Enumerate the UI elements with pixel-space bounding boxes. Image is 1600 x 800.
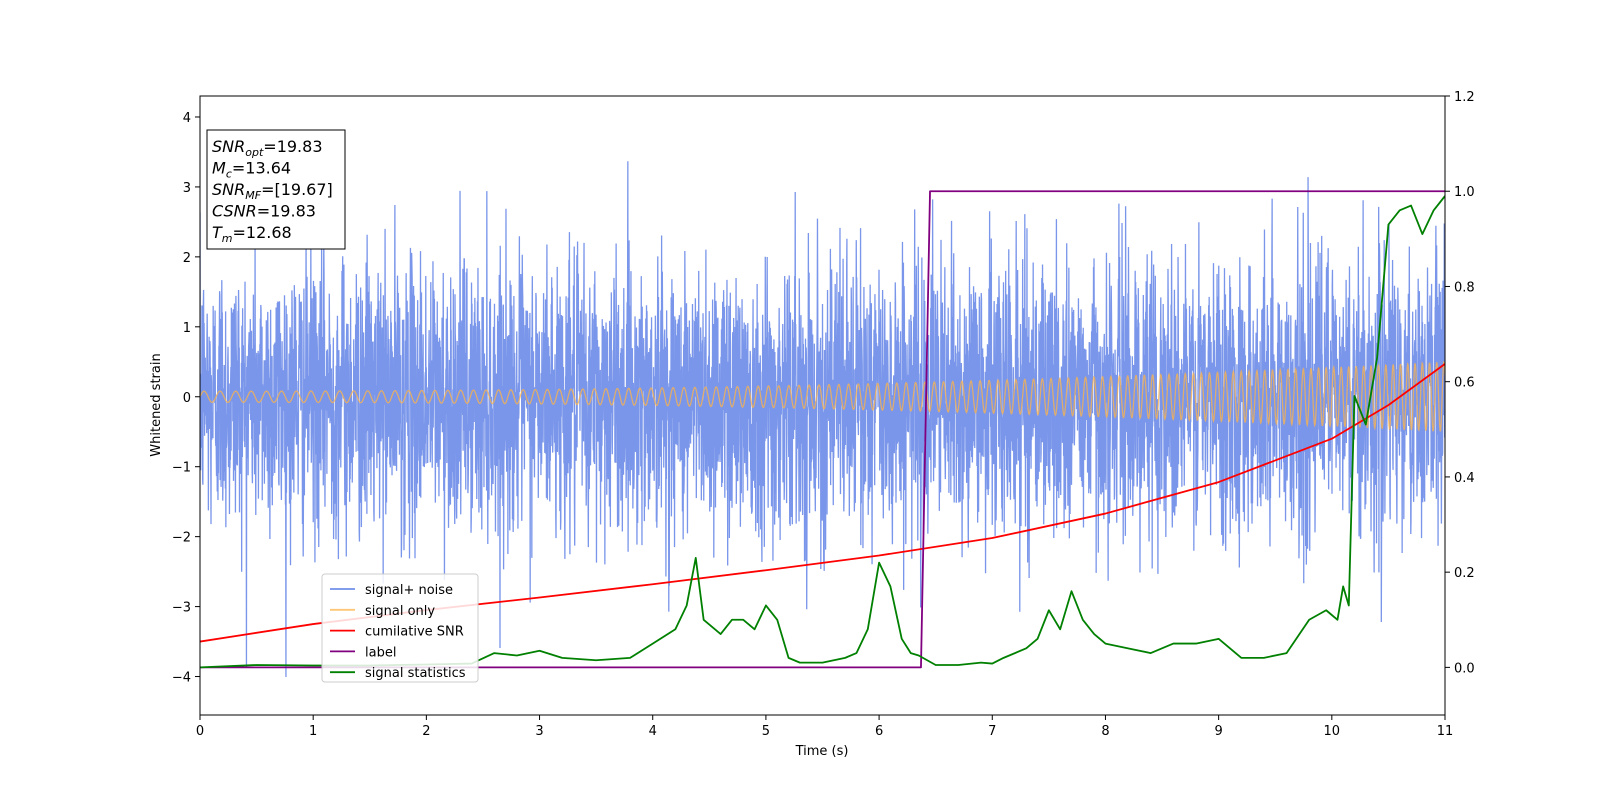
signal-statistics-series xyxy=(200,195,1445,669)
x-tick: 3 xyxy=(535,715,544,739)
y-axis-right: 0.0 0.2 0.4 0.6 0.8 1.0 1.2 xyxy=(1445,90,1475,676)
y-tick-right-label: 0.0 xyxy=(1454,661,1475,676)
y-axis-left: −4 −3 −2 −1 0 1 2 3 4 xyxy=(172,111,200,686)
legend-label: cumilative SNR xyxy=(365,625,464,640)
signal-statistics-line xyxy=(200,195,1445,669)
y-tick-left-label: 0 xyxy=(183,391,191,406)
signal-plus-noise-line xyxy=(200,161,1445,678)
x-tick: 10 xyxy=(1324,715,1341,739)
y-tick-right: 1.0 xyxy=(1445,185,1475,200)
signal-only-line xyxy=(200,360,1445,432)
y-tick-left-label: 2 xyxy=(183,251,191,266)
y-tick-right-label: 0.2 xyxy=(1454,566,1475,581)
legend-label: signal only xyxy=(365,604,435,619)
x-tick: 2 xyxy=(422,715,431,739)
legend-label: signal statistics xyxy=(365,666,466,681)
y-tick-left-label: 3 xyxy=(183,181,191,196)
x-tick-label: 1 xyxy=(309,724,317,739)
legend-label: signal+ noise xyxy=(365,583,453,598)
x-tick: 4 xyxy=(649,715,657,739)
legend-item: label xyxy=(330,645,396,660)
y-tick-right: 0.8 xyxy=(1445,280,1475,295)
x-tick: 11 xyxy=(1437,715,1454,739)
x-tick: 0 xyxy=(196,715,204,739)
legend-item: signal+ noise xyxy=(330,583,453,598)
x-tick-label: 0 xyxy=(196,724,204,739)
y-tick-right-label: 0.4 xyxy=(1454,471,1475,486)
info-box-line: SNRMF=[19.67] xyxy=(212,180,333,202)
legend-label: label xyxy=(365,645,396,660)
y-tick-left-label: −2 xyxy=(172,531,191,546)
y-tick-left: 0 xyxy=(183,391,200,406)
y-tick-left-label: 4 xyxy=(183,111,191,126)
x-tick: 7 xyxy=(988,715,996,739)
x-tick-label: 11 xyxy=(1437,724,1454,739)
legend: signal+ noise signal only cumilative SNR la… xyxy=(321,573,479,683)
y-tick-left: −3 xyxy=(172,601,200,616)
x-tick-label: 5 xyxy=(762,724,770,739)
y-tick-left-label: −3 xyxy=(172,601,191,616)
info-box: SNRopt=19.83Mc=13.64SNRMF=[19.67]CSNR=19… xyxy=(206,129,346,250)
legend-item: signal statistics xyxy=(330,666,466,681)
x-tick: 9 xyxy=(1214,715,1223,739)
y-tick-right-label: 0.8 xyxy=(1454,280,1475,295)
y-tick-right-label: 1.0 xyxy=(1454,185,1475,200)
signal-only-series xyxy=(200,360,1445,432)
info-box-line: SNRopt=19.83 xyxy=(212,137,323,159)
label-line xyxy=(200,190,1445,669)
x-tick-label: 10 xyxy=(1324,724,1341,739)
x-tick-label: 2 xyxy=(422,724,430,739)
y-tick-left: 1 xyxy=(183,321,200,336)
y-tick-right-label: 0.6 xyxy=(1454,376,1475,391)
info-box-line: Mc=13.64 xyxy=(212,159,291,181)
y-tick-right: 1.2 xyxy=(1445,90,1475,105)
y-tick-left: 2 xyxy=(183,251,200,266)
y-tick-right: 0.0 xyxy=(1445,661,1475,676)
plot-frame xyxy=(199,95,1446,716)
x-tick: 6 xyxy=(875,715,883,739)
y-tick-right: 0.6 xyxy=(1445,376,1475,391)
legend-frame xyxy=(321,573,479,683)
x-tick-label: 7 xyxy=(988,724,996,739)
x-tick-label: 4 xyxy=(649,724,657,739)
info-box-line: CSNR=19.83 xyxy=(212,202,316,221)
x-axis: 0 1 2 3 4 5 6 7 8 9 10 11 xyxy=(196,715,1453,739)
legend-item: cumilative SNR xyxy=(330,625,464,640)
x-tick: 1 xyxy=(309,715,317,739)
x-tick-label: 8 xyxy=(1101,724,1109,739)
info-box-frame xyxy=(206,129,346,250)
x-tick: 8 xyxy=(1101,715,1110,739)
x-tick-label: 9 xyxy=(1214,724,1222,739)
legend-item: signal only xyxy=(330,604,435,619)
y-tick-right-label: 1.2 xyxy=(1454,90,1475,105)
y-tick-left-label: 1 xyxy=(183,321,191,336)
y-tick-left: 4 xyxy=(183,111,200,126)
y-tick-left: −2 xyxy=(172,531,200,546)
y-tick-left-label: −1 xyxy=(172,461,191,476)
y-tick-left: −4 xyxy=(172,671,200,686)
info-box-line: Tm=12.68 xyxy=(212,223,292,245)
y-tick-right: 0.2 xyxy=(1445,566,1475,581)
x-tick: 5 xyxy=(762,715,770,739)
x-axis-label: Time (s) xyxy=(795,744,849,759)
y-tick-left: 3 xyxy=(183,181,200,196)
y-tick-left-label: −4 xyxy=(172,671,191,686)
x-tick-label: 3 xyxy=(535,724,543,739)
y-tick-right: 0.4 xyxy=(1445,471,1475,486)
y-axis-label: Whitened strain xyxy=(149,353,164,456)
y-tick-left: −1 xyxy=(172,461,200,476)
label-series xyxy=(200,190,1445,669)
signal-plus-noise-series xyxy=(200,161,1445,678)
x-tick-label: 6 xyxy=(875,724,883,739)
